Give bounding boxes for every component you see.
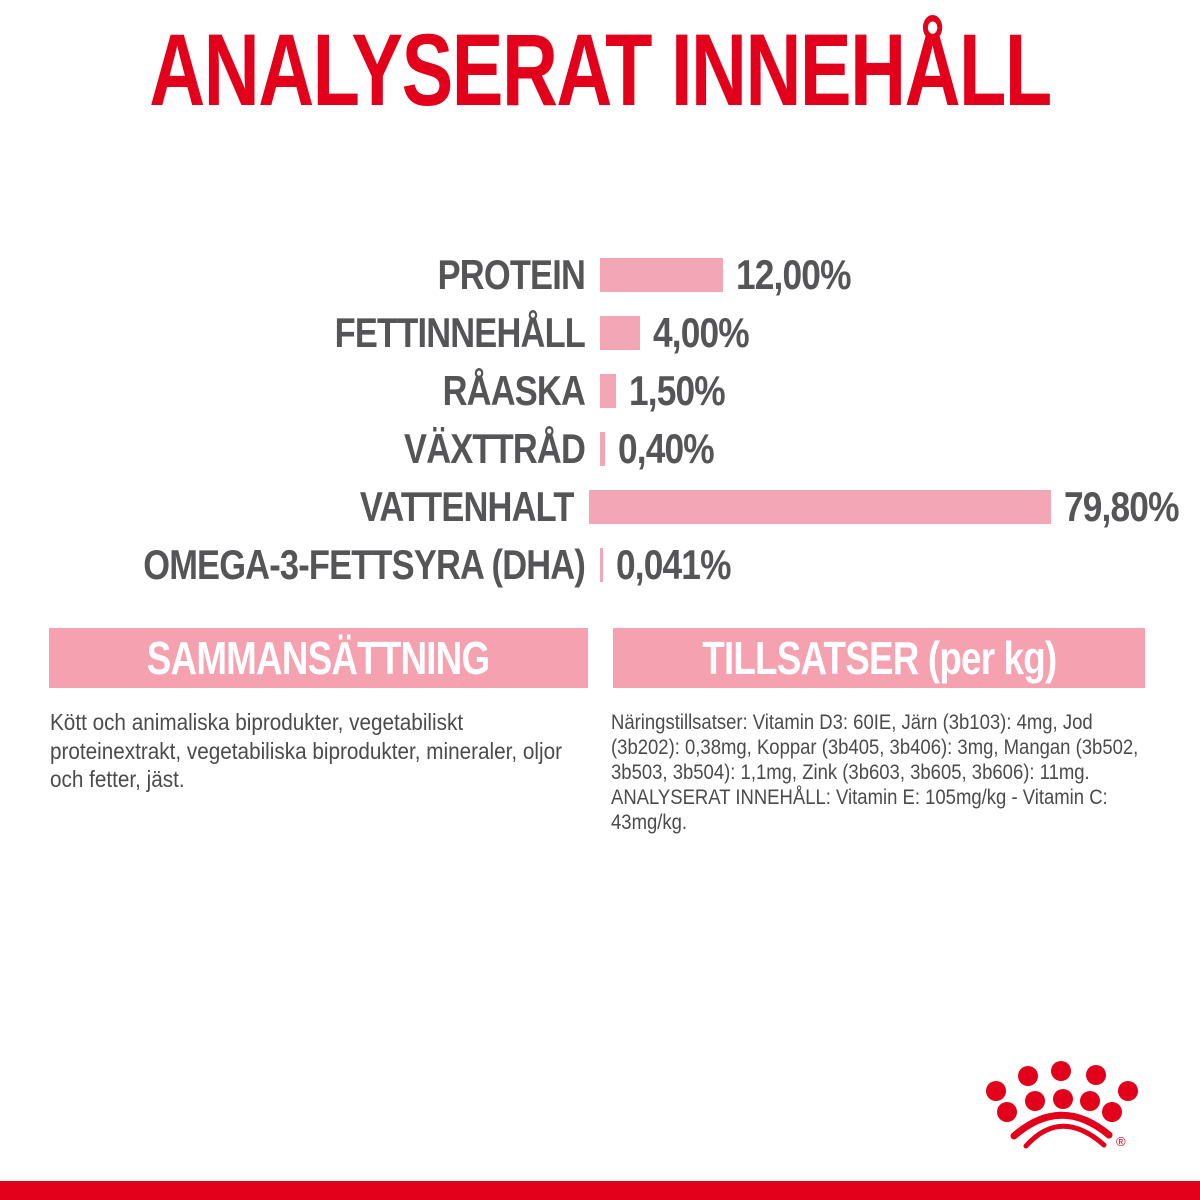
chart-label: VATTENHALT <box>359 483 575 530</box>
composition-header: SAMMANSÄTTNING <box>49 628 588 688</box>
bar-fibre <box>600 432 605 466</box>
composition-header-label: SAMMANSÄTTNING <box>147 632 490 684</box>
chart-value: 12,00% <box>736 251 851 298</box>
analyzed-content-bar-chart: PROTEIN 12,00% FETTINNEHÅLL 4,00% RÅASKA… <box>0 251 1200 605</box>
chart-value: 0,041% <box>616 541 731 588</box>
bar-moisture <box>588 490 1051 524</box>
chart-value: 4,00% <box>653 309 750 356</box>
chart-value: 1,50% <box>629 367 726 414</box>
chart-label: RÅASKA <box>442 367 586 414</box>
chart-row-protein: PROTEIN 12,00% <box>0 251 1200 298</box>
chart-label: FETTINNEHÅLL <box>334 309 586 356</box>
bar-ash <box>600 374 616 408</box>
chart-value: 79,80% <box>1063 483 1179 530</box>
additives-text: Näringstillsatser: Vitamin D3: 60IE, Jär… <box>611 710 1139 834</box>
chart-row-moisture: VATTENHALT 79,80% <box>0 483 1200 530</box>
composition-text: Kött och animaliska biprodukter, vegetab… <box>50 709 563 792</box>
page-title: ANALYSERAT INNEHÅLL <box>149 13 1052 127</box>
royal-canin-crown-logo-icon: ® <box>986 1061 1138 1149</box>
chart-label: PROTEIN <box>437 251 586 298</box>
chart-row-fibre: VÄXTTRÅD 0,40% <box>0 425 1200 472</box>
chart-row-ash: RÅASKA 1,50% <box>0 367 1200 414</box>
footer-red-bar <box>0 1181 1200 1200</box>
chart-value: 0,40% <box>618 425 715 472</box>
bar-protein <box>600 258 723 292</box>
chart-row-fat: FETTINNEHÅLL 4,00% <box>0 309 1200 356</box>
chart-label: VÄXTTRÅD <box>404 425 586 472</box>
bar-fat <box>600 316 640 350</box>
registered-trademark-glyph: ® <box>1116 1134 1126 1149</box>
chart-label: OMEGA-3-FETTSYRA (DHA) <box>143 541 586 588</box>
additives-header-label: TILLSATSER (per kg) <box>701 632 1057 684</box>
bar-omega3 <box>600 548 603 582</box>
chart-row-omega3: OMEGA-3-FETTSYRA (DHA) 0,041% <box>0 541 1200 588</box>
additives-header: TILLSATSER (per kg) <box>613 628 1145 688</box>
